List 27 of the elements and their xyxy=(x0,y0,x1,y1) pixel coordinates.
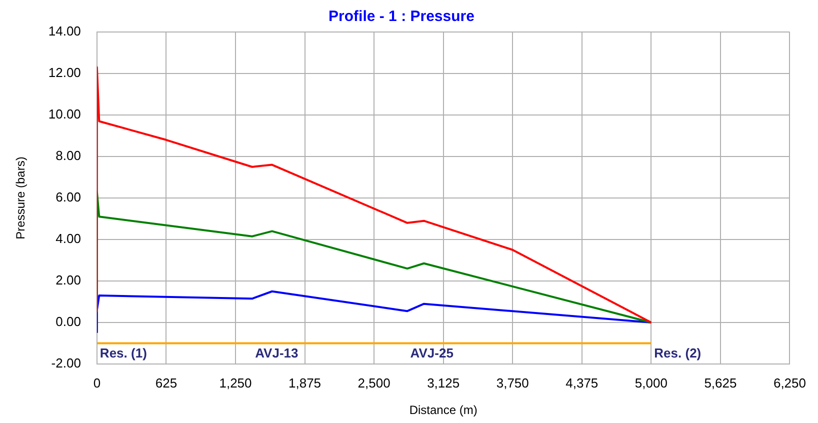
annotation: AVJ-25 xyxy=(410,345,454,360)
x-tick-label: 625 xyxy=(155,375,178,390)
chart-title: Profile - 1 : Pressure xyxy=(328,8,474,26)
x-tick-label: 0 xyxy=(93,375,101,390)
x-tick-label: 5,000 xyxy=(634,375,668,390)
x-tick-label: 3,125 xyxy=(427,375,460,390)
y-tick-label: 6.00 xyxy=(56,190,81,205)
y-tick-label: 0.00 xyxy=(56,314,81,330)
y-tick-label: -2.00 xyxy=(51,356,81,371)
y-axis-title: Pressure (bars) xyxy=(14,156,28,240)
x-tick-label: 2,500 xyxy=(358,375,390,390)
y-tick-label: 12.00 xyxy=(48,65,81,80)
x-tick-label: 4,375 xyxy=(566,375,598,390)
x-axis-title: Distance (m) xyxy=(409,403,478,418)
x-tick-label: 6,250 xyxy=(773,375,806,390)
x-tick-label: 1,250 xyxy=(219,375,252,390)
annotation: AVJ-13 xyxy=(255,345,298,360)
y-tick-label: 8.00 xyxy=(56,148,81,164)
y-tick-label: 14.00 xyxy=(48,24,81,39)
y-tick-label: 4.00 xyxy=(56,231,81,246)
y-tick-label: 2.00 xyxy=(56,272,81,288)
annotation: Res. (2) xyxy=(654,345,702,360)
x-tick-label: 3,750 xyxy=(496,375,529,390)
annotation: Res. (1) xyxy=(100,345,147,360)
y-tick-label: 10.00 xyxy=(48,106,81,122)
x-tick-label: 5,625 xyxy=(704,375,737,390)
x-tick-label: 1,875 xyxy=(288,375,322,390)
